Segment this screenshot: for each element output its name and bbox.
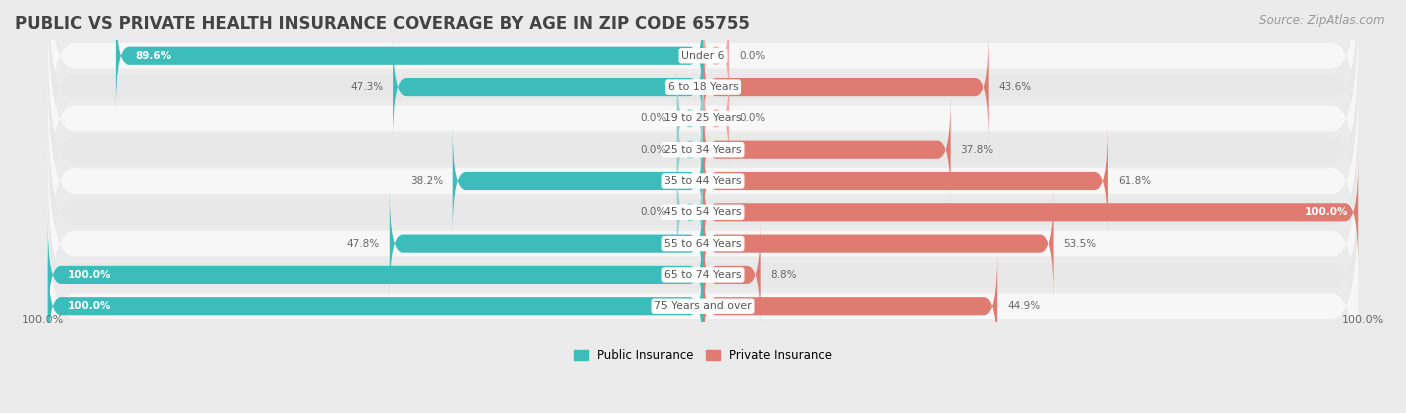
FancyBboxPatch shape bbox=[703, 128, 1108, 235]
FancyBboxPatch shape bbox=[676, 159, 703, 266]
Text: 47.8%: 47.8% bbox=[347, 239, 380, 249]
FancyBboxPatch shape bbox=[48, 0, 1358, 199]
Text: 100.0%: 100.0% bbox=[67, 270, 111, 280]
Text: 44.9%: 44.9% bbox=[1007, 301, 1040, 311]
FancyBboxPatch shape bbox=[48, 0, 1358, 168]
Text: 100.0%: 100.0% bbox=[1343, 315, 1385, 325]
FancyBboxPatch shape bbox=[703, 159, 1358, 266]
Text: 53.5%: 53.5% bbox=[1063, 239, 1097, 249]
FancyBboxPatch shape bbox=[453, 128, 703, 235]
FancyBboxPatch shape bbox=[703, 65, 730, 172]
FancyBboxPatch shape bbox=[48, 69, 1358, 293]
FancyBboxPatch shape bbox=[48, 163, 1358, 387]
Text: 6 to 18 Years: 6 to 18 Years bbox=[668, 82, 738, 92]
Text: 0.0%: 0.0% bbox=[740, 51, 765, 61]
Text: 38.2%: 38.2% bbox=[409, 176, 443, 186]
Text: PUBLIC VS PRIVATE HEALTH INSURANCE COVERAGE BY AGE IN ZIP CODE 65755: PUBLIC VS PRIVATE HEALTH INSURANCE COVER… bbox=[15, 15, 749, 33]
FancyBboxPatch shape bbox=[703, 253, 997, 360]
FancyBboxPatch shape bbox=[48, 221, 703, 328]
FancyBboxPatch shape bbox=[48, 100, 1358, 325]
Text: 0.0%: 0.0% bbox=[641, 145, 666, 155]
FancyBboxPatch shape bbox=[48, 194, 1358, 413]
FancyBboxPatch shape bbox=[703, 2, 730, 109]
Text: Under 6: Under 6 bbox=[682, 51, 724, 61]
FancyBboxPatch shape bbox=[676, 96, 703, 203]
Legend: Public Insurance, Private Insurance: Public Insurance, Private Insurance bbox=[569, 344, 837, 367]
FancyBboxPatch shape bbox=[389, 190, 703, 297]
Text: 37.8%: 37.8% bbox=[960, 145, 994, 155]
Text: 35 to 44 Years: 35 to 44 Years bbox=[664, 176, 742, 186]
FancyBboxPatch shape bbox=[703, 221, 761, 328]
FancyBboxPatch shape bbox=[48, 6, 1358, 231]
Text: 8.8%: 8.8% bbox=[770, 270, 797, 280]
Text: Source: ZipAtlas.com: Source: ZipAtlas.com bbox=[1260, 14, 1385, 27]
FancyBboxPatch shape bbox=[48, 37, 1358, 262]
FancyBboxPatch shape bbox=[394, 33, 703, 140]
Text: 55 to 64 Years: 55 to 64 Years bbox=[664, 239, 742, 249]
Text: 65 to 74 Years: 65 to 74 Years bbox=[664, 270, 742, 280]
FancyBboxPatch shape bbox=[703, 33, 988, 140]
FancyBboxPatch shape bbox=[48, 253, 703, 360]
Text: 100.0%: 100.0% bbox=[21, 315, 63, 325]
Text: 0.0%: 0.0% bbox=[641, 114, 666, 123]
Text: 61.8%: 61.8% bbox=[1118, 176, 1152, 186]
Text: 19 to 25 Years: 19 to 25 Years bbox=[664, 114, 742, 123]
FancyBboxPatch shape bbox=[703, 190, 1053, 297]
Text: 89.6%: 89.6% bbox=[135, 51, 172, 61]
Text: 100.0%: 100.0% bbox=[1305, 207, 1348, 217]
Text: 25 to 34 Years: 25 to 34 Years bbox=[664, 145, 742, 155]
Text: 100.0%: 100.0% bbox=[67, 301, 111, 311]
Text: 0.0%: 0.0% bbox=[641, 207, 666, 217]
FancyBboxPatch shape bbox=[48, 131, 1358, 356]
Text: 45 to 54 Years: 45 to 54 Years bbox=[664, 207, 742, 217]
FancyBboxPatch shape bbox=[115, 2, 703, 109]
FancyBboxPatch shape bbox=[703, 96, 950, 203]
Text: 47.3%: 47.3% bbox=[350, 82, 384, 92]
FancyBboxPatch shape bbox=[676, 65, 703, 172]
Text: 0.0%: 0.0% bbox=[740, 114, 765, 123]
Text: 75 Years and over: 75 Years and over bbox=[654, 301, 752, 311]
Text: 43.6%: 43.6% bbox=[998, 82, 1032, 92]
